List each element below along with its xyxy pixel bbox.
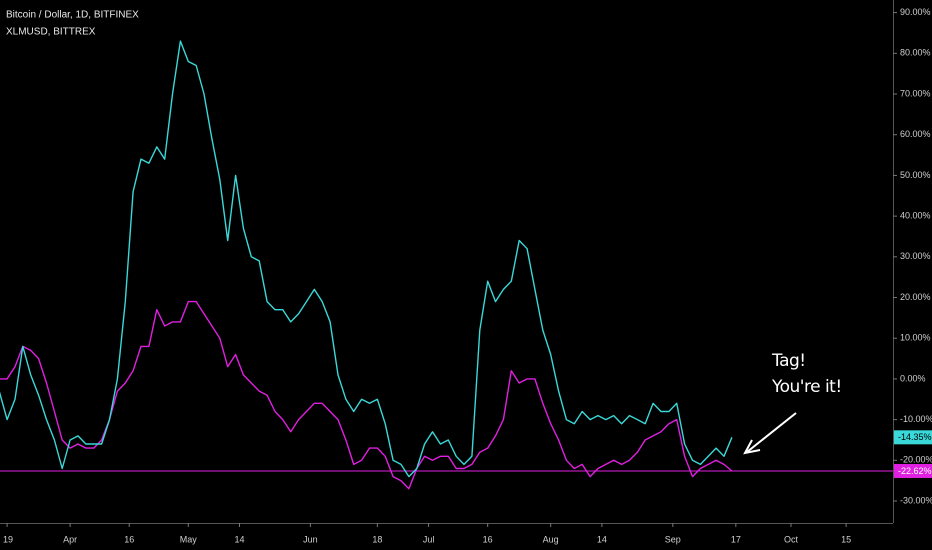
x-tick-label: 14 (234, 534, 244, 544)
annotation: You're it! (771, 377, 842, 397)
x-tick-label: Aug (543, 534, 559, 544)
y-tick-label: -20.00% (900, 455, 932, 465)
price-label-box (894, 463, 932, 478)
x-tick-label: May (180, 534, 198, 544)
series-line (0, 300, 733, 490)
y-tick-label: 30.00% (900, 251, 931, 261)
y-tick-label: 40.00% (900, 210, 931, 220)
x-tick-label: 19 (3, 534, 13, 544)
price-label: -22.62% (898, 466, 932, 476)
annotation: Tag! (771, 351, 806, 371)
y-tick-label: 0.00% (900, 373, 926, 383)
x-tick-label: Jun (303, 534, 318, 544)
y-tick-label: 50.00% (900, 170, 931, 180)
y-tick-label: 20.00% (900, 292, 931, 302)
legend-entry: XLMUSD, BITTREX (6, 27, 96, 38)
x-tick-label: 16 (483, 534, 493, 544)
y-tick-label: 70.00% (900, 88, 931, 98)
price-label: -14.35% (898, 432, 932, 442)
x-tick-label: Oct (784, 534, 799, 544)
x-tick-label: 15 (841, 534, 851, 544)
plot (0, 40, 893, 490)
x-tick-label: 14 (597, 534, 607, 544)
x-tick-label: Sep (665, 534, 681, 544)
series-line (0, 40, 733, 478)
y-tick-label: 10.00% (900, 333, 931, 343)
y-tick-label: -30.00% (900, 495, 932, 505)
legend-entry: Bitcoin / Dollar, 1D, BITFINEX (6, 10, 139, 21)
y-tick-label: -10.00% (900, 414, 932, 424)
x-tick-label: 16 (124, 534, 134, 544)
annotation-arrow (743, 412, 797, 455)
price-label-box (894, 430, 932, 445)
x-tick-label: 18 (372, 534, 382, 544)
x-tick-label: Jul (423, 534, 435, 544)
y-tick-label: 60.00% (900, 129, 931, 139)
x-tick-label: 17 (731, 534, 741, 544)
x-tick-label: Apr (63, 534, 77, 544)
y-tick-label: 90.00% (900, 7, 931, 17)
y-tick-label: 80.00% (900, 48, 931, 58)
